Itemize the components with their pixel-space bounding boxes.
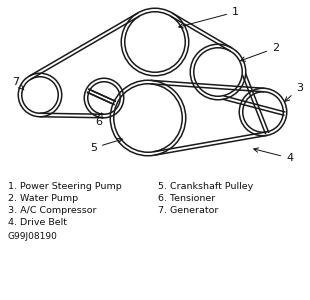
Text: 4: 4: [254, 148, 293, 163]
Text: 3: 3: [285, 83, 303, 101]
Text: 5. Crankshaft Pulley: 5. Crankshaft Pulley: [158, 182, 253, 191]
Text: 1. Power Steering Pump: 1. Power Steering Pump: [8, 182, 122, 191]
Text: 3. A/C Compressor: 3. A/C Compressor: [8, 206, 96, 215]
Text: 6: 6: [95, 113, 102, 127]
Text: 2: 2: [241, 43, 279, 61]
Text: 7: 7: [12, 77, 24, 90]
Text: 4. Drive Belt: 4. Drive Belt: [8, 218, 67, 227]
Text: 2. Water Pump: 2. Water Pump: [8, 194, 78, 203]
Text: 1: 1: [179, 7, 239, 28]
Text: 6. Tensioner: 6. Tensioner: [158, 194, 215, 203]
Text: 7. Generator: 7. Generator: [158, 206, 218, 215]
Text: G99J08190: G99J08190: [8, 232, 58, 241]
Text: 5: 5: [90, 138, 122, 153]
